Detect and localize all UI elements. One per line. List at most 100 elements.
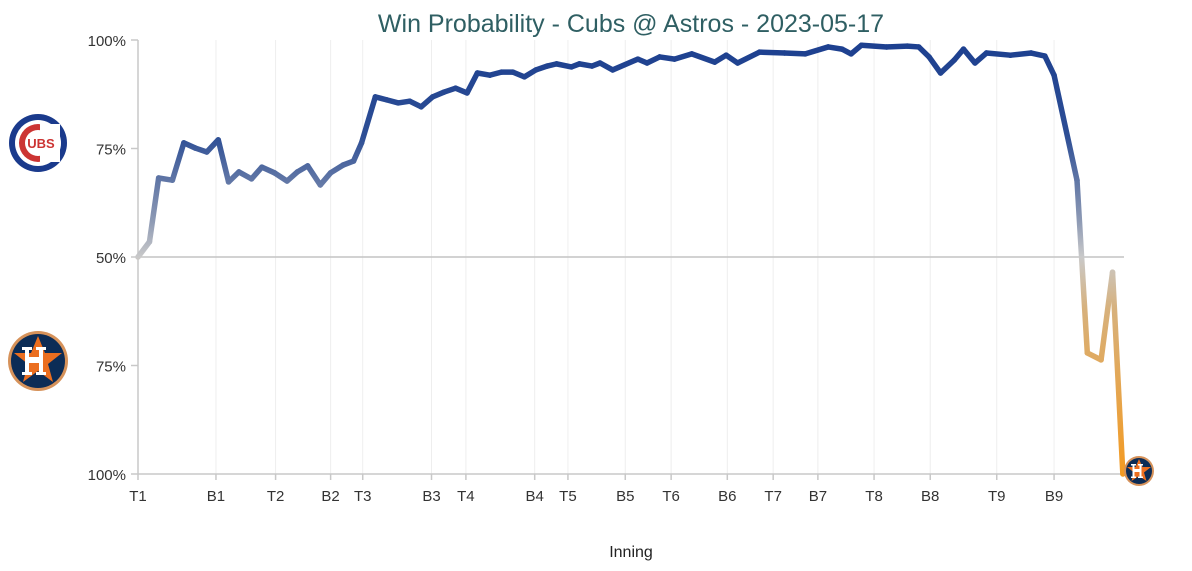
- data-point: [926, 54, 932, 60]
- astros-end-marker-icon: [1124, 456, 1154, 486]
- data-point: [169, 177, 175, 183]
- line-segment: [135, 239, 153, 260]
- data-point: [248, 176, 255, 182]
- data-point: [407, 98, 413, 104]
- x-tick-label: T7: [764, 488, 782, 505]
- data-point: [215, 137, 221, 143]
- data-point: [960, 46, 967, 52]
- data-point: [671, 56, 678, 62]
- data-point: [597, 60, 603, 66]
- data-point: [544, 63, 550, 69]
- x-tick-label: T5: [559, 488, 577, 505]
- data-point: [358, 140, 365, 146]
- data-point: [521, 74, 527, 80]
- data-point: [689, 51, 695, 57]
- line-segment: [756, 49, 788, 56]
- line-segment: [883, 43, 911, 50]
- data-point: [192, 145, 198, 151]
- data-point: [825, 44, 831, 50]
- x-tick-label: B9: [1045, 488, 1063, 505]
- data-point: [657, 54, 663, 60]
- data-point: [839, 46, 845, 52]
- line-segment: [960, 46, 978, 66]
- data-point: [756, 49, 763, 55]
- data-point: [1084, 350, 1090, 356]
- x-tick-label: B5: [616, 488, 634, 505]
- x-tick-label: T9: [988, 488, 1006, 505]
- data-point: [236, 169, 242, 175]
- x-tick-label: B8: [921, 488, 939, 505]
- data-point: [350, 158, 357, 164]
- data-point: [848, 51, 854, 57]
- data-point: [340, 162, 346, 168]
- line-segment: [358, 94, 379, 146]
- data-point: [135, 254, 141, 260]
- x-tick-label: B2: [321, 488, 339, 505]
- data-point: [464, 90, 470, 96]
- data-point: [1051, 72, 1057, 78]
- data-point: [510, 69, 516, 75]
- data-point: [474, 70, 480, 76]
- line-segment: [146, 175, 162, 245]
- line-segment: [169, 140, 187, 183]
- data-point: [951, 57, 957, 63]
- x-axis-label: Inning: [609, 544, 653, 561]
- line-segment: [215, 137, 232, 185]
- data-point: [972, 60, 978, 66]
- data-point: [418, 104, 424, 110]
- data-point: [146, 239, 153, 245]
- data-point: [610, 67, 616, 73]
- y-tick-label: 100%: [88, 33, 126, 50]
- data-point: [1074, 177, 1080, 183]
- data-point: [802, 51, 808, 57]
- data-point: [181, 140, 187, 146]
- x-tick-label: B1: [207, 488, 225, 505]
- x-tick-label: B3: [422, 488, 440, 505]
- astros-logo-icon: [8, 331, 68, 391]
- data-point: [328, 170, 334, 176]
- data-point: [498, 69, 505, 75]
- data-point: [430, 94, 436, 100]
- data-point: [644, 60, 650, 66]
- line-segment: [1109, 269, 1126, 477]
- data-point: [568, 64, 574, 70]
- data-point: [204, 149, 210, 155]
- data-point: [305, 163, 311, 169]
- line-segment: [1074, 177, 1091, 356]
- data-point: [225, 179, 232, 185]
- line-segment: [464, 70, 481, 96]
- line-segment: [802, 44, 831, 57]
- line-segment: [983, 50, 1014, 58]
- data-point: [294, 169, 300, 175]
- data-point: [317, 182, 323, 188]
- y-tick-label: 50%: [96, 250, 126, 267]
- x-tick-label: T6: [662, 488, 680, 505]
- data-point: [284, 178, 290, 184]
- data-point: [983, 50, 990, 56]
- data-point: [533, 67, 539, 73]
- data-point: [271, 170, 278, 176]
- line-segment: [734, 49, 763, 66]
- x-tick-label: T4: [457, 488, 475, 505]
- data-point: [487, 72, 493, 78]
- x-tick-label: T2: [267, 488, 285, 505]
- svg-text:UBS: UBS: [27, 136, 55, 151]
- data-point: [553, 61, 560, 67]
- line-segment: [689, 51, 718, 65]
- data-point: [782, 50, 788, 56]
- data-point: [1007, 52, 1014, 58]
- line-segment: [304, 163, 324, 188]
- data-point: [712, 59, 718, 65]
- data-point: [259, 164, 265, 170]
- data-point: [1109, 269, 1116, 275]
- line-segment: [1051, 72, 1080, 183]
- line-segment: [671, 51, 695, 62]
- line-segment: [781, 50, 809, 57]
- data-point: [452, 85, 459, 91]
- line-segment: [609, 56, 641, 73]
- x-tick-label: T1: [129, 488, 147, 505]
- data-point: [858, 42, 865, 48]
- data-point: [635, 56, 641, 62]
- line-segment: [858, 42, 890, 50]
